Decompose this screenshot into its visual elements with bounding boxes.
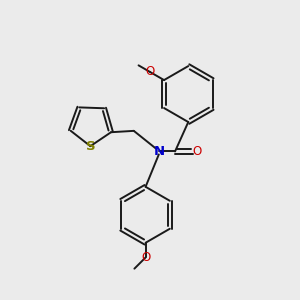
Text: O: O <box>146 65 155 79</box>
Text: N: N <box>153 145 164 158</box>
Text: O: O <box>192 145 201 158</box>
Text: S: S <box>85 140 95 153</box>
Text: O: O <box>141 251 150 264</box>
